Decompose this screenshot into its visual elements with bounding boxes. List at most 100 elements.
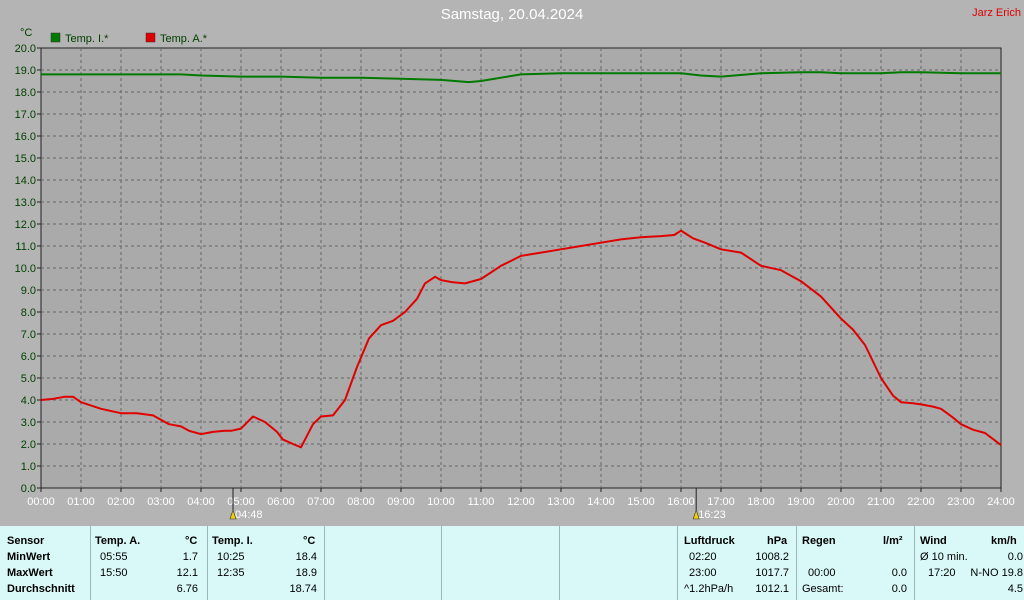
x-tick-label: 10:00 xyxy=(427,496,455,508)
pressure-unit: hPa xyxy=(767,535,788,547)
temp-a-unit: °C xyxy=(185,535,198,547)
cell: 0.0 xyxy=(891,583,907,595)
cell: 23:00 xyxy=(689,567,717,579)
x-axis-ticks: 00:00 01:00 02:00 03:00 04:00 05:00 06:00 07:00… xyxy=(27,488,1015,508)
x-tick-label: 23:00 xyxy=(947,496,975,508)
cell: 18.9 xyxy=(295,567,317,579)
row-label: MinWert xyxy=(7,551,51,563)
cell: 4.5 xyxy=(1007,583,1023,595)
cell: Ø 10 min. xyxy=(920,551,968,563)
cell: Gesamt: xyxy=(802,583,844,595)
y-axis-label: °C xyxy=(20,27,32,39)
y-tick-label: 2.0 xyxy=(21,439,36,451)
y-tick-label: 10.0 xyxy=(15,263,36,275)
x-tick-label: 11:00 xyxy=(468,496,495,508)
temp-a-header: Temp. A. xyxy=(95,535,141,547)
x-tick-label: 21:00 xyxy=(867,496,895,508)
legend: Temp. I.* Temp. A.* xyxy=(50,32,208,45)
y-tick-label: 18.0 xyxy=(15,87,36,99)
cell: ^1.2hPa/h xyxy=(684,583,734,595)
x-tick-label: 08:00 xyxy=(347,496,375,508)
wind-header: Wind xyxy=(920,535,947,547)
y-tick-label: 16.0 xyxy=(15,131,36,143)
cell: 1.7 xyxy=(182,551,198,563)
y-tick-label: 12.0 xyxy=(15,219,36,231)
x-tick-label: 06:00 xyxy=(267,496,295,508)
legend-label: Temp. I.* xyxy=(65,33,109,45)
y-tick-label: 0.0 xyxy=(21,483,36,495)
x-tick-label: 17:00 xyxy=(707,496,735,508)
y-tick-label: 11.0 xyxy=(15,241,36,253)
cell: 1008.2 xyxy=(755,551,789,563)
y-tick-label: 20.0 xyxy=(15,43,36,55)
y-tick-label: 8.0 xyxy=(21,307,36,319)
x-tick-label: 15:00 xyxy=(627,496,655,508)
y-tick-label: 17.0 xyxy=(15,109,36,121)
sensor-header: Sensor xyxy=(7,535,45,547)
cell: N-NO 19.8 xyxy=(970,567,1023,579)
y-tick-label: 5.0 xyxy=(21,373,36,385)
temp-i-header: Temp. I. xyxy=(212,535,253,547)
y-tick-label: 1.0 xyxy=(21,461,36,473)
y-tick-label: 7.0 xyxy=(21,329,36,341)
sun-icon xyxy=(229,509,237,520)
series-line xyxy=(41,71,1001,84)
pressure-header: Luftdruck xyxy=(684,535,735,547)
x-tick-label: 20:00 xyxy=(827,496,855,508)
temp-i-unit: °C xyxy=(303,535,316,547)
cell: 12.1 xyxy=(176,567,198,579)
cell: 17:20 xyxy=(928,567,956,579)
legend-swatch xyxy=(50,32,61,43)
x-tick-label: 19:00 xyxy=(787,496,815,508)
x-tick-label: 13:00 xyxy=(547,496,575,508)
cell: 6.76 xyxy=(176,583,198,595)
sun-marker-label: 16:23 xyxy=(698,509,726,521)
x-tick-label: 18:00 xyxy=(747,496,775,508)
rain-unit: l/m² xyxy=(883,535,903,547)
y-tick-label: 3.0 xyxy=(21,417,36,429)
x-tick-label: 02:00 xyxy=(107,496,135,508)
x-tick-label: 03:00 xyxy=(147,496,175,508)
x-tick-label: 24:00 xyxy=(987,496,1015,508)
cell: 12:35 xyxy=(217,567,245,579)
y-tick-label: 15.0 xyxy=(15,153,36,165)
cell: 0.0 xyxy=(1007,551,1023,563)
x-tick-label: 16:00 xyxy=(667,496,695,508)
statistics-table: Sensor Temp. A. °C Temp. I. °C Luftdruck… xyxy=(0,526,1024,600)
cell: 1017.7 xyxy=(755,567,789,579)
sun-markers: 04:48 16:23 xyxy=(229,488,726,521)
chart-title: Samstag, 20.04.2024 xyxy=(440,6,584,23)
author-label: Jarz Erich xyxy=(972,7,1021,19)
cell: 18.74 xyxy=(289,583,317,595)
cell: 15:50 xyxy=(100,567,128,579)
x-tick-label: 07:00 xyxy=(307,496,335,508)
series-lines xyxy=(40,71,1002,449)
sun-icon xyxy=(692,509,700,520)
y-tick-label: 9.0 xyxy=(21,285,36,297)
x-tick-label: 22:00 xyxy=(907,496,935,508)
grid-lines xyxy=(41,48,1001,488)
legend-swatch xyxy=(145,32,156,43)
temperature-chart: 0.0 1.0 2.0 3.0 4.0 5.0 6.0 7.0 8.0 9.0 10.0 11.0 12… xyxy=(15,27,1015,521)
x-tick-label: 01:00 xyxy=(67,496,95,508)
cell: 1012.1 xyxy=(755,583,789,595)
x-tick-label: 14:00 xyxy=(587,496,615,508)
cell: 10:25 xyxy=(217,551,245,563)
y-tick-label: 19.0 xyxy=(15,65,36,77)
x-tick-label: 12:00 xyxy=(507,496,535,508)
x-tick-label: 00:00 xyxy=(27,496,55,508)
x-tick-label: 05:00 xyxy=(227,496,255,508)
x-tick-label: 09:00 xyxy=(387,496,415,508)
row-label: Durchschnitt xyxy=(7,583,75,595)
row-label: MaxWert xyxy=(7,567,53,579)
wind-unit: km/h xyxy=(991,535,1017,547)
cell: 18.4 xyxy=(295,551,317,563)
y-tick-label: 13.0 xyxy=(15,197,36,209)
y-tick-label: 14.0 xyxy=(15,175,36,187)
rain-header: Regen xyxy=(802,535,836,547)
cell: 00:00 xyxy=(808,567,836,579)
legend-label: Temp. A.* xyxy=(160,33,208,45)
sun-marker-label: 04:48 xyxy=(235,509,263,521)
cell: 05:55 xyxy=(100,551,128,563)
series-line xyxy=(40,229,1002,449)
